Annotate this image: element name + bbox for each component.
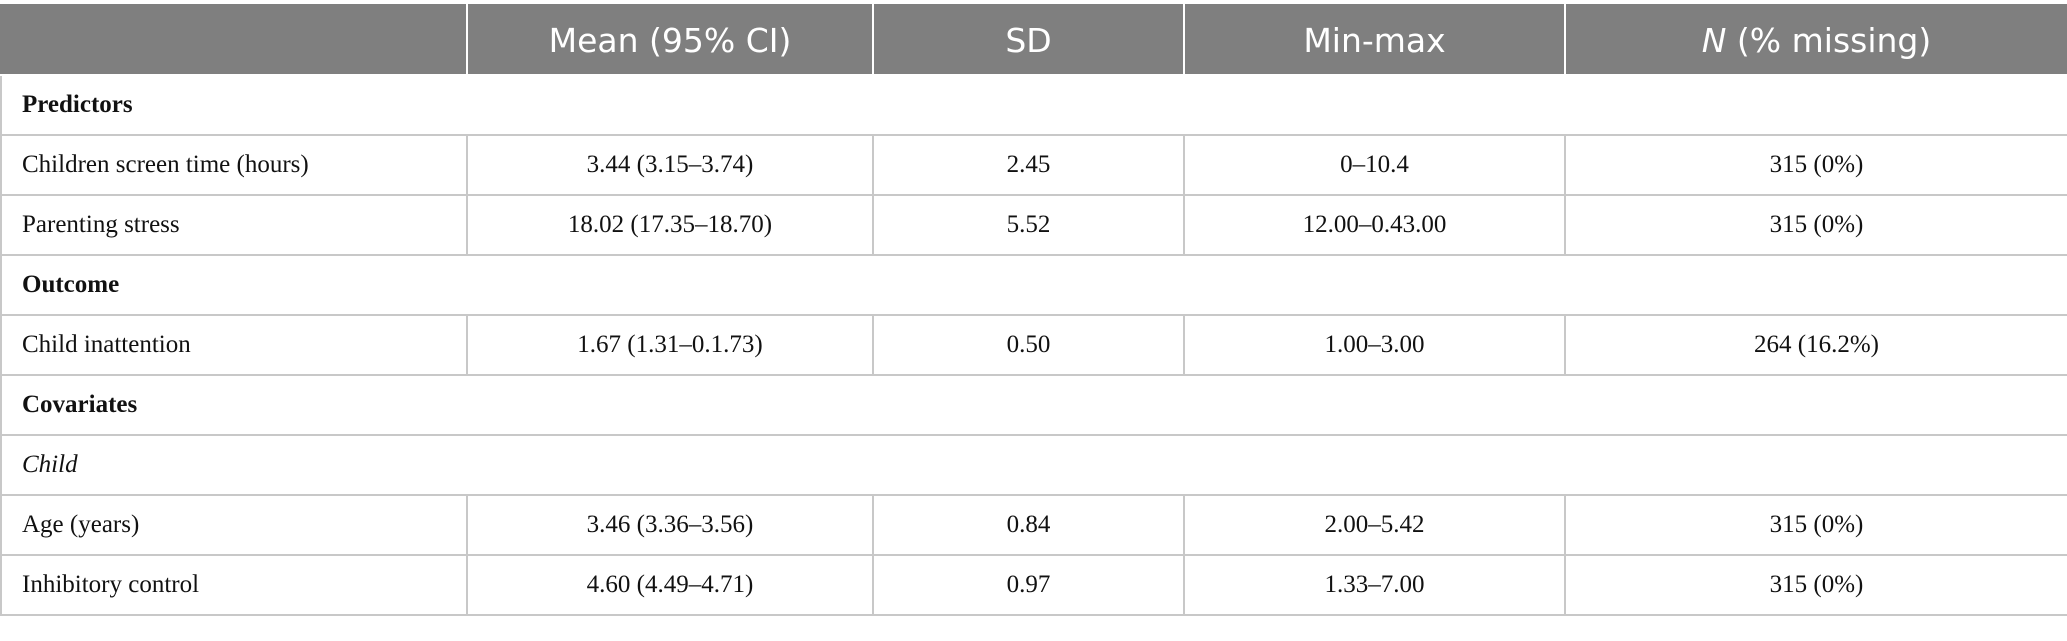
table-row: Child inattention 1.67 (1.31–0.1.73) 0.5… <box>0 314 2067 376</box>
section-label: Covariates <box>0 374 2067 436</box>
section-label: Predictors <box>0 74 2067 136</box>
cell-sd: 0.50 <box>872 314 1185 376</box>
row-label: Parenting stress <box>0 194 468 256</box>
cell-sd: 0.84 <box>872 494 1185 556</box>
row-label: Inhibitory control <box>0 554 468 616</box>
header-missing-text: (% missing) <box>1726 20 1932 60</box>
cell-min-max: 1.33–7.00 <box>1183 554 1566 616</box>
table-row: Children screen time (hours) 3.44 (3.15–… <box>0 134 2067 196</box>
cell-min-max: 12.00–0.43.00 <box>1183 194 1566 256</box>
table-row: Inhibitory control 4.60 (4.49–4.71) 0.97… <box>0 554 2067 616</box>
cell-n-missing: 264 (16.2%) <box>1564 314 2067 376</box>
subsection-label: Child <box>0 434 2067 496</box>
cell-mean-ci: 3.44 (3.15–3.74) <box>466 134 874 196</box>
row-label: Children screen time (hours) <box>0 134 468 196</box>
cell-mean-ci: 18.02 (17.35–18.70) <box>466 194 874 256</box>
row-label: Age (years) <box>0 494 468 556</box>
cell-sd: 0.97 <box>872 554 1185 616</box>
table-header: Mean (95% CI) SD Min-max N (% missing) <box>0 4 2067 76</box>
section-label: Outcome <box>0 254 2067 316</box>
header-min-max: Min-max <box>1183 4 1566 76</box>
section-row-predictors: Predictors <box>0 74 2067 136</box>
row-label: Child inattention <box>0 314 468 376</box>
cell-mean-ci: 1.67 (1.31–0.1.73) <box>466 314 874 376</box>
header-n-letter: N <box>1701 20 1727 60</box>
subsection-row-child: Child <box>0 434 2067 496</box>
header-variable <box>0 4 468 76</box>
cell-n-missing: 315 (0%) <box>1564 494 2067 556</box>
cell-mean-ci: 4.60 (4.49–4.71) <box>466 554 874 616</box>
cell-min-max: 2.00–5.42 <box>1183 494 1566 556</box>
section-row-covariates: Covariates <box>0 374 2067 436</box>
table-row: Parenting stress 18.02 (17.35–18.70) 5.5… <box>0 194 2067 256</box>
cell-n-missing: 315 (0%) <box>1564 134 2067 196</box>
cell-n-missing: 315 (0%) <box>1564 194 2067 256</box>
header-mean-ci: Mean (95% CI) <box>466 4 874 76</box>
table-row: Age (years) 3.46 (3.36–3.56) 0.84 2.00–5… <box>0 494 2067 556</box>
cell-sd: 2.45 <box>872 134 1185 196</box>
descriptive-statistics-table: Mean (95% CI) SD Min-max N (% missing) P… <box>0 4 2067 616</box>
cell-sd: 5.52 <box>872 194 1185 256</box>
header-row: Mean (95% CI) SD Min-max N (% missing) <box>0 4 2067 76</box>
cell-n-missing: 315 (0%) <box>1564 554 2067 616</box>
table-body: Predictors Children screen time (hours) … <box>0 74 2067 616</box>
header-sd: SD <box>872 4 1185 76</box>
cell-min-max: 1.00–3.00 <box>1183 314 1566 376</box>
header-n-missing: N (% missing) <box>1564 4 2067 76</box>
section-row-outcome: Outcome <box>0 254 2067 316</box>
cell-min-max: 0–10.4 <box>1183 134 1566 196</box>
cell-mean-ci: 3.46 (3.36–3.56) <box>466 494 874 556</box>
